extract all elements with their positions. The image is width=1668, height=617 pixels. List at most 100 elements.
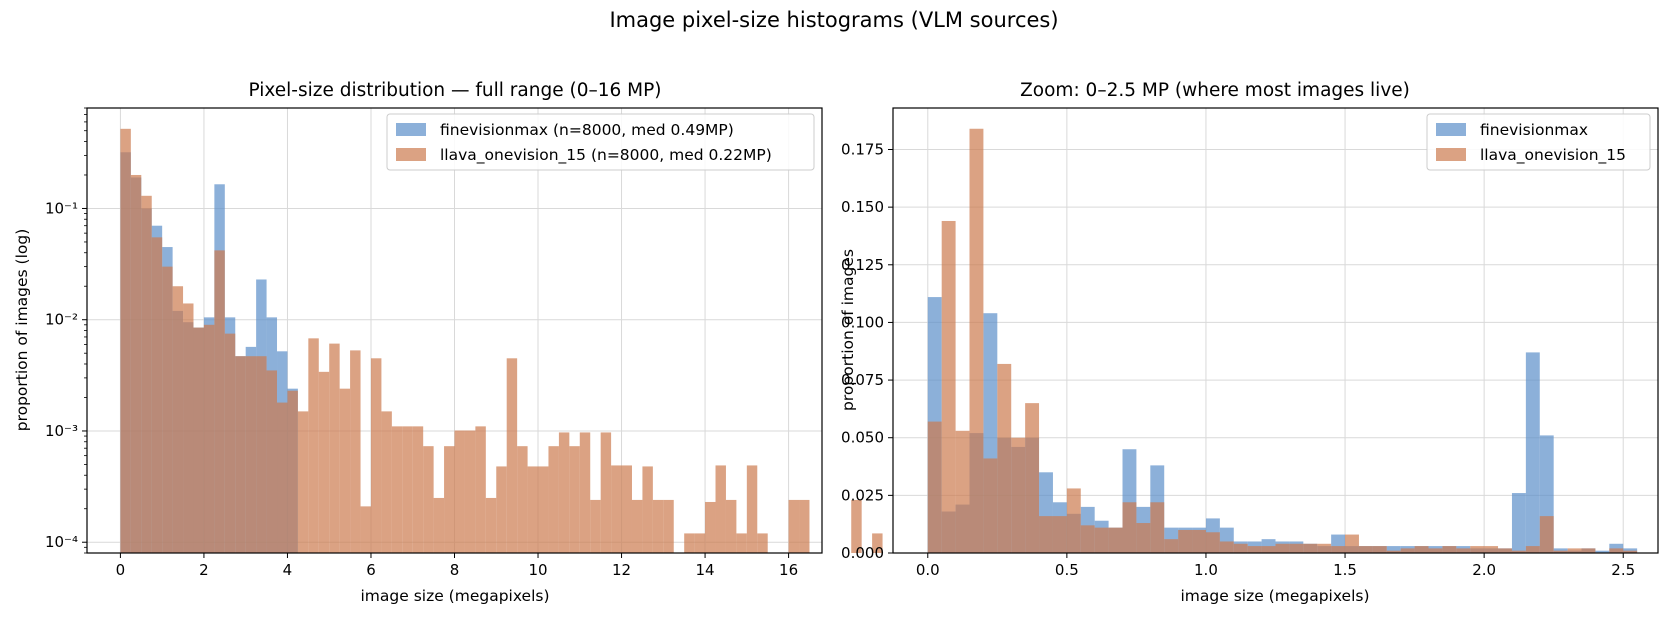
histogram-bar [1372, 546, 1387, 553]
histogram-bar [130, 174, 142, 553]
histogram-bar [548, 446, 559, 553]
histogram-bar [1470, 546, 1485, 553]
histogram-bar [558, 432, 570, 553]
x-tick-label: 12 [612, 561, 631, 579]
left-legend-swatch-llava [396, 148, 426, 161]
histogram-bar [1386, 546, 1401, 553]
histogram-bar [402, 426, 413, 553]
histogram-bar [652, 499, 664, 553]
histogram-bar [725, 499, 737, 553]
histogram-bar [1539, 516, 1554, 553]
histogram-bar [736, 533, 747, 553]
right-legend: finevisionmax llava_onevision_15 [1426, 113, 1651, 171]
histogram-bar [245, 356, 257, 553]
histogram-bar [193, 327, 204, 553]
histogram-bar [360, 506, 371, 553]
histogram-bar [538, 466, 549, 553]
x-tick-label: 2.5 [1611, 561, 1635, 579]
left-y-ticks: 10⁻⁴ 10⁻³ 10⁻² 10⁻¹ [45, 107, 87, 554]
right-axes-frame [892, 107, 1659, 554]
y-tick-label: 0.000 [841, 544, 884, 562]
histogram-bar [611, 465, 622, 553]
histogram-bar [1178, 529, 1193, 553]
histogram-bar [1303, 543, 1318, 553]
y-tick-label: 0.075 [841, 371, 884, 389]
histogram-bar [496, 466, 507, 553]
histogram-bar [183, 303, 194, 553]
histogram-bar [927, 421, 942, 553]
x-tick-label: 16 [779, 561, 798, 579]
histogram-bar [162, 266, 173, 553]
x-tick-label: 1.5 [1333, 561, 1357, 579]
histogram-bar [527, 466, 539, 553]
right-panel-title: Zoom: 0–2.5 MP (where most images live) [1020, 80, 1410, 101]
y-tick-label: 0.100 [841, 313, 884, 331]
histogram-bar [1595, 550, 1610, 553]
histogram-bar [1442, 546, 1457, 553]
right-x-axis-label: image size (megapixels) [1180, 587, 1369, 605]
left-x-ticks: 0 2 4 6 8 10 12 14 16 [116, 553, 798, 579]
histogram-bar [1011, 437, 1026, 553]
histogram-bar [590, 499, 601, 553]
histogram-bar [1331, 546, 1346, 553]
histogram-bar [1386, 550, 1401, 553]
histogram-bar [684, 533, 695, 553]
histogram-bar [1428, 548, 1443, 553]
histogram-bar [941, 220, 956, 553]
histogram-bar [1205, 532, 1220, 553]
left-bars-llava [120, 128, 883, 554]
histogram-bar [485, 497, 497, 553]
left-legend-swatch-finevisionmax [396, 123, 426, 136]
y-tick-label: 0.125 [841, 256, 884, 274]
histogram-bar [663, 499, 674, 553]
histogram-bar [569, 446, 580, 553]
y-tick-label: 10⁻³ [45, 422, 78, 440]
right-panel: Zoom: 0–2.5 MP (where most images live) … [839, 80, 1659, 605]
histogram-bar [297, 411, 309, 553]
histogram-bar [1039, 516, 1053, 553]
y-tick-label: 10⁻⁴ [45, 533, 78, 551]
left-panel-title: Pixel-size distribution — full range (0–… [249, 80, 662, 101]
histogram-bar [872, 533, 883, 553]
y-tick-label: 10⁻¹ [45, 199, 78, 217]
y-tick-label: 0.050 [841, 429, 884, 447]
histogram-bar [1192, 529, 1206, 553]
histogram-bar [705, 501, 716, 553]
histogram-bar [475, 426, 486, 553]
histogram-bar [983, 458, 998, 553]
histogram-bar [1511, 493, 1526, 553]
y-tick-label: 0.150 [841, 198, 884, 216]
histogram-bar [350, 350, 361, 553]
histogram-bar [1511, 550, 1526, 553]
x-tick-label: 2.0 [1472, 561, 1496, 579]
histogram-bar [1317, 543, 1332, 553]
histogram-bar [1164, 539, 1179, 553]
x-tick-label: 0 [116, 561, 126, 579]
histogram-bar [788, 499, 800, 553]
histogram-bar [1080, 525, 1095, 553]
histogram-bar [1247, 546, 1262, 553]
histogram-bar [1289, 543, 1304, 553]
right-y-ticks: 0.000 0.025 0.050 0.075 0.100 0.125 0.150 0.175 [841, 141, 893, 562]
x-tick-label: 4 [283, 561, 293, 579]
histogram-bar [214, 250, 225, 554]
histogram-bar [517, 446, 528, 553]
histogram-bar [1136, 523, 1151, 553]
right-legend-box [1426, 113, 1651, 171]
histogram-bar [151, 237, 163, 554]
histogram-bar [799, 499, 810, 553]
histogram-bar [715, 465, 726, 553]
histogram-bar [1066, 488, 1081, 553]
histogram-bar [506, 358, 518, 553]
histogram-bar [1498, 548, 1512, 553]
y-tick-label: 0.175 [841, 141, 884, 159]
right-legend-swatch-finevisionmax [1436, 123, 1466, 136]
histogram-bar [621, 465, 632, 553]
histogram-bar [141, 195, 152, 554]
histogram-bar [600, 432, 612, 553]
histogram-bar [1025, 403, 1040, 553]
right-bars-llava [927, 128, 1638, 554]
histogram-bar [1609, 548, 1624, 553]
right-x-ticks: 0.0 0.5 1.0 1.5 2.0 2.5 [916, 553, 1635, 579]
histogram-bar [1219, 541, 1234, 553]
